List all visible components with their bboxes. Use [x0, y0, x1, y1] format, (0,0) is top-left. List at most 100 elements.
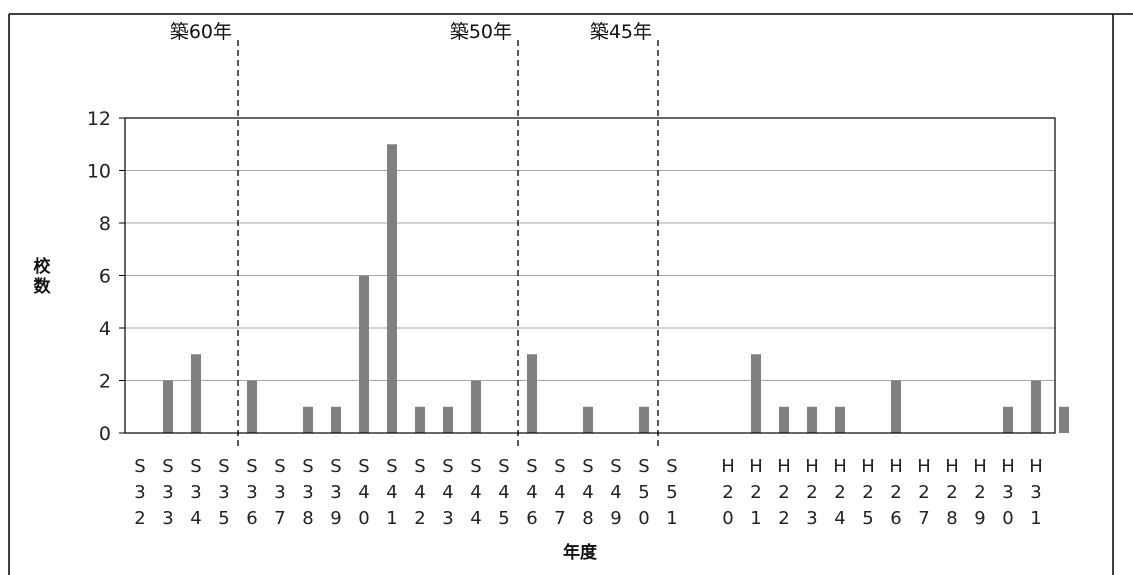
bar: [1031, 380, 1041, 433]
x-tick-label: 3: [330, 482, 341, 503]
x-tick-label: S: [666, 456, 677, 477]
x-tick-label: H: [861, 456, 875, 477]
x-tick-label: 4: [610, 482, 621, 503]
x-tick-label: 4: [470, 508, 481, 529]
x-tick-label: 8: [302, 508, 313, 529]
x-tick-label: S: [638, 456, 649, 477]
x-tick-label: 2: [834, 482, 845, 503]
x-tick-label: 1: [666, 508, 677, 529]
x-tick-label: 4: [358, 482, 369, 503]
x-tick-label: 2: [890, 482, 901, 503]
x-tick-label: 3: [1030, 482, 1041, 503]
x-tick-label: 6: [526, 508, 537, 529]
bar: [835, 406, 845, 433]
x-tick-label: 1: [1030, 508, 1041, 529]
x-tick-label: S: [218, 456, 229, 477]
bar: [1059, 406, 1069, 433]
x-tick-label: 3: [806, 508, 817, 529]
x-tick-label: H: [945, 456, 959, 477]
x-tick-label: 9: [610, 508, 621, 529]
y-axis-title: 校数: [34, 256, 52, 297]
x-tick-label: 4: [498, 482, 509, 503]
x-tick-label: S: [582, 456, 593, 477]
x-tick-label: 4: [526, 482, 537, 503]
annotation-label: 築45年: [590, 21, 652, 43]
bar: [1003, 406, 1013, 433]
y-tick-label: 0: [99, 423, 111, 445]
x-tick-label: S: [526, 456, 537, 477]
x-tick-label: H: [1029, 456, 1043, 477]
x-tick-label: 5: [666, 482, 677, 503]
x-tick-label: S: [162, 456, 173, 477]
bar: [247, 380, 257, 433]
x-tick-label: 3: [1002, 482, 1013, 503]
x-tick-label: S: [134, 456, 145, 477]
bar: [807, 406, 817, 433]
bar: [471, 380, 481, 433]
x-tick-label: 5: [638, 482, 649, 503]
x-tick-label: 2: [806, 482, 817, 503]
x-tick-label: 0: [1002, 508, 1013, 529]
x-tick-label: 5: [218, 508, 229, 529]
x-tick-label: S: [190, 456, 201, 477]
x-tick-label: 0: [638, 508, 649, 529]
y-tick-label: 8: [99, 213, 111, 235]
x-tick-label: 3: [218, 482, 229, 503]
x-tick-label: H: [1001, 456, 1015, 477]
x-tick-label: 4: [582, 482, 593, 503]
x-tick-label: 3: [190, 482, 201, 503]
x-tick-label: 6: [890, 508, 901, 529]
x-tick-label: 6: [246, 508, 257, 529]
x-tick-label: 3: [302, 482, 313, 503]
x-tick-label: 4: [442, 482, 453, 503]
x-tick-label: 1: [386, 508, 397, 529]
x-tick-label: 1: [750, 508, 761, 529]
x-tick-label: 2: [414, 508, 425, 529]
x-tick-label: 8: [582, 508, 593, 529]
x-tick-label: 8: [946, 508, 957, 529]
x-tick-label: S: [554, 456, 565, 477]
x-tick-label: H: [749, 456, 763, 477]
x-tick-label: 3: [162, 508, 173, 529]
y-axis-ticks: 0 2 4 6 8 10 12: [87, 108, 125, 445]
annotation-label: 築60年: [170, 21, 232, 43]
x-tick-label: 7: [554, 508, 565, 529]
x-tick-label: S: [330, 456, 341, 477]
x-tick-label: 5: [498, 508, 509, 529]
x-tick-label: 5: [862, 508, 873, 529]
bar: [639, 406, 649, 433]
bar: [527, 354, 537, 433]
bars: [163, 144, 1069, 433]
bar: [331, 406, 341, 433]
bar: [891, 380, 901, 433]
x-tick-label: 9: [330, 508, 341, 529]
x-tick-label: 3: [246, 482, 257, 503]
x-tick-label: 3: [162, 482, 173, 503]
bar: [387, 144, 397, 433]
x-tick-label: 3: [274, 482, 285, 503]
x-tick-label: H: [805, 456, 819, 477]
x-tick-label: 3: [134, 482, 145, 503]
x-tick-label: H: [777, 456, 791, 477]
x-tick-label: 9: [974, 508, 985, 529]
x-tick-label: 4: [834, 508, 845, 529]
x-tick-label: 2: [778, 482, 789, 503]
x-tick-label: 4: [414, 482, 425, 503]
bar: [303, 406, 313, 433]
y-tick-label: 6: [99, 266, 111, 288]
x-tick-label: 2: [946, 482, 957, 503]
x-tick-label: 2: [722, 482, 733, 503]
x-tick-label: H: [833, 456, 847, 477]
x-tick-label: H: [889, 456, 903, 477]
x-tick-label: S: [246, 456, 257, 477]
x-tick-label: S: [610, 456, 621, 477]
x-tick-label: 0: [358, 508, 369, 529]
x-tick-label: S: [470, 456, 481, 477]
bar: [779, 406, 789, 433]
bar: [751, 354, 761, 433]
bar: [191, 354, 201, 433]
bar: [163, 380, 173, 433]
x-tick-label: 4: [190, 508, 201, 529]
annotations: 築60年 築50年 築45年: [170, 21, 659, 450]
